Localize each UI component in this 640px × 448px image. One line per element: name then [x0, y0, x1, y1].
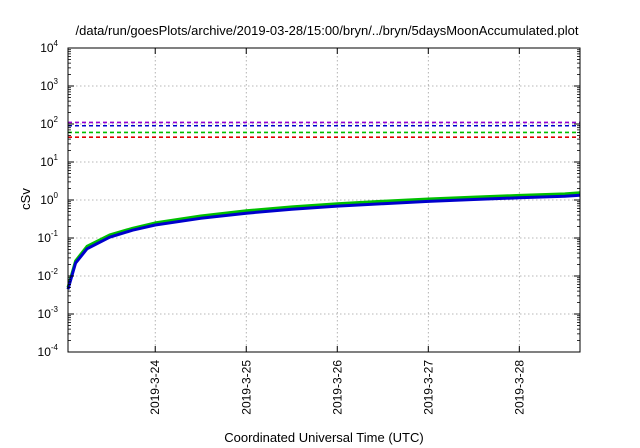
y-tick-label-base: 10 — [38, 231, 52, 245]
y-tick-label-exponent: -1 — [51, 229, 59, 238]
y-tick-label: 10-4 — [38, 343, 59, 359]
x-tick-label: 2019-3-26 — [330, 360, 344, 415]
y-tick-label-exponent: 3 — [54, 77, 59, 86]
y-tick-label: 103 — [40, 77, 58, 93]
y-tick-label-exponent: -3 — [51, 305, 59, 314]
x-tick-label: 2019-3-25 — [239, 360, 253, 415]
chart-title: /data/run/goesPlots/archive/2019-03-28/1… — [76, 23, 579, 38]
threshold-lines — [68, 121, 580, 138]
y-tick-label: 102 — [40, 115, 58, 131]
y-tick-label: 100 — [40, 191, 58, 207]
y-tick-label-base: 10 — [38, 307, 52, 321]
y-tick-label: 10-1 — [38, 229, 59, 245]
y-tick-label-exponent: -4 — [51, 343, 59, 352]
x-tick-label: 2019-3-27 — [421, 360, 435, 415]
y-tick-label-base: 10 — [40, 193, 54, 207]
y-tick-label-exponent: 1 — [54, 153, 59, 162]
y-tick-label-exponent: -2 — [51, 267, 59, 276]
y-tick-label-exponent: 4 — [54, 39, 59, 48]
series-line — [66, 193, 581, 290]
y-tick-label: 104 — [40, 39, 58, 55]
x-axis-title: Coordinated Universal Time (UTC) — [224, 430, 423, 445]
y-tick-label: 101 — [40, 153, 58, 169]
y-tick-label-base: 10 — [40, 117, 54, 131]
y-tick-label: 10-3 — [38, 305, 59, 321]
grid — [68, 48, 580, 352]
x-tick-label: 2019-3-28 — [512, 360, 526, 415]
y-tick-label-exponent: 2 — [54, 115, 59, 124]
y-tick-label: 10-2 — [38, 267, 59, 283]
y-tick-label-base: 10 — [38, 269, 52, 283]
series-line — [66, 191, 581, 288]
y-tick-label-exponent: 0 — [54, 191, 59, 200]
y-tick-label-base: 10 — [40, 41, 54, 55]
y-tick-label-base: 10 — [38, 345, 52, 359]
y-axis-title: cSv — [18, 188, 33, 210]
y-tick-label-base: 10 — [40, 79, 54, 93]
series-lines — [66, 191, 581, 290]
y-tick-label-base: 10 — [40, 155, 54, 169]
x-tick-label: 2019-3-24 — [148, 360, 162, 415]
x-axis-ticks: 2019-3-24 2019-3-25 2019-3-26 2019-3-27 2019… — [148, 48, 526, 415]
